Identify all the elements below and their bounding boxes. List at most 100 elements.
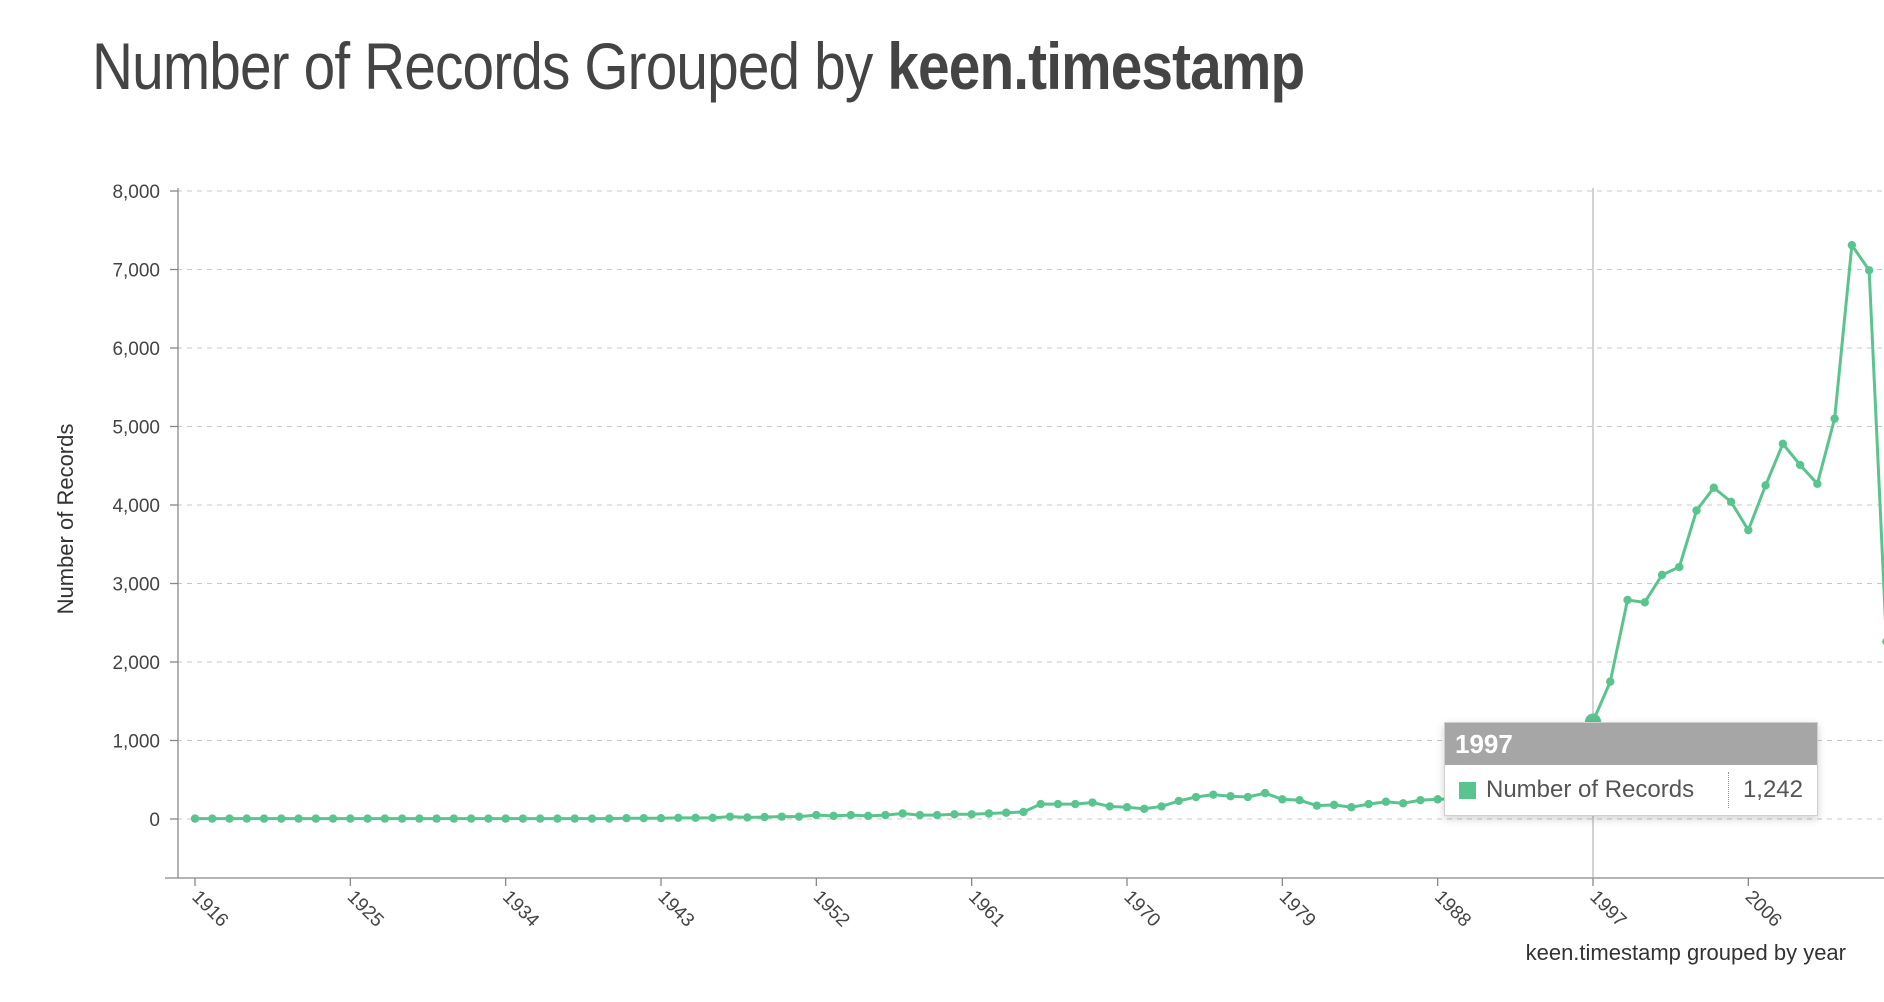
tooltip-series-swatch [1459, 781, 1476, 799]
axes [165, 188, 1884, 879]
data-point [553, 814, 562, 823]
data-point [1036, 799, 1045, 809]
data-point [311, 814, 321, 823]
data-point [691, 813, 700, 823]
data-points [190, 240, 1884, 823]
x-axis-title: keen.timestamp grouped by year [1526, 940, 1846, 965]
data-point [535, 814, 545, 823]
data-point [622, 814, 631, 823]
data-point [1623, 595, 1632, 605]
x-axis-ticks: 1916 1925 1934 1943 1952 1961 1970 1979 1988 1997… [187, 878, 1786, 932]
data-point [242, 814, 251, 823]
data-point [1174, 796, 1183, 806]
data-point [484, 814, 493, 823]
data-point [1122, 803, 1132, 812]
y-tick-label: 5,000 [112, 418, 160, 439]
data-point [1830, 414, 1839, 423]
chart-title-prefix: Number of Records Grouped by [92, 29, 873, 103]
data-point [1088, 798, 1097, 807]
data-point [1709, 483, 1719, 492]
data-point [1140, 804, 1149, 813]
chart-title: Number of Records Grouped by keen.timest… [92, 28, 1305, 104]
data-point [760, 812, 769, 822]
data-point [1640, 598, 1649, 607]
x-tick-label: 2006 [1741, 887, 1786, 932]
data-point [587, 814, 597, 823]
data-point [1260, 788, 1270, 798]
data-point [1761, 481, 1770, 490]
data-point [1657, 570, 1667, 580]
data-point [501, 814, 510, 823]
data-point [415, 814, 424, 823]
x-tick-label: 1979 [1275, 887, 1320, 932]
y-tick-label: 1,000 [112, 732, 160, 753]
data-point [674, 813, 683, 823]
data-point [1001, 808, 1011, 817]
data-point [466, 814, 476, 823]
y-axis-ticks: 0 1,000 2,000 3,000 4,000 5,000 6,000 7,000 8,00… [112, 182, 178, 831]
data-point [1433, 795, 1442, 804]
data-point [432, 814, 441, 823]
data-point [208, 814, 217, 823]
data-point [1847, 240, 1857, 250]
x-tick-label: 1943 [653, 887, 698, 932]
data-point [794, 812, 804, 821]
data-point [1329, 800, 1339, 810]
data-point [570, 814, 579, 823]
data-point [812, 810, 821, 820]
data-point [1744, 525, 1753, 535]
data-point [1864, 266, 1874, 275]
data-point [1312, 801, 1322, 810]
data-point [380, 814, 390, 823]
data-point [346, 814, 355, 823]
data-point [915, 810, 925, 820]
data-point [225, 814, 234, 823]
x-tick-label: 1970 [1119, 887, 1164, 932]
data-point [1243, 792, 1253, 802]
x-tick-label: 1997 [1585, 887, 1630, 932]
x-tick-label: 1925 [343, 887, 388, 932]
data-point [846, 810, 856, 820]
data-point [984, 809, 994, 818]
data-point [1157, 802, 1166, 811]
data-point [639, 814, 648, 823]
y-tick-label: 8,000 [112, 182, 160, 203]
data-point [1726, 497, 1736, 507]
data-point [294, 814, 303, 823]
y-tick-label: 0 [149, 810, 160, 831]
data-point [1606, 677, 1615, 686]
tooltip-row: Number of Records 1,242 [1445, 765, 1817, 815]
data-point [1209, 790, 1218, 799]
y-tick-label: 3,000 [112, 575, 160, 596]
data-point [881, 810, 890, 820]
data-point [1071, 799, 1080, 809]
x-tick-label: 1916 [187, 887, 232, 932]
y-tick-label: 7,000 [112, 261, 160, 282]
data-point [328, 814, 338, 823]
data-point [1398, 799, 1408, 808]
data-point [863, 811, 873, 821]
data-point [1692, 506, 1701, 515]
y-tick-label: 2,000 [112, 653, 160, 674]
data-point [656, 814, 666, 823]
data-point [1675, 562, 1684, 572]
data-point [1347, 803, 1356, 812]
data-point [1019, 807, 1028, 817]
y-tick-label: 4,000 [112, 496, 160, 517]
data-point [898, 809, 907, 818]
data-point [1295, 795, 1304, 805]
chart-title-field: keen.timestamp [887, 29, 1305, 103]
data-point [829, 811, 838, 821]
tooltip-value: 1,242 [1727, 772, 1817, 808]
data-point [777, 812, 787, 821]
x-tick-label: 1961 [964, 887, 1009, 932]
data-point [277, 814, 286, 823]
data-point [1226, 792, 1235, 801]
data-point [1381, 797, 1391, 806]
y-tick-label: 6,000 [112, 339, 160, 360]
data-point [449, 814, 459, 823]
data-point [190, 814, 200, 823]
data-point [950, 810, 959, 819]
data-point [397, 814, 407, 823]
